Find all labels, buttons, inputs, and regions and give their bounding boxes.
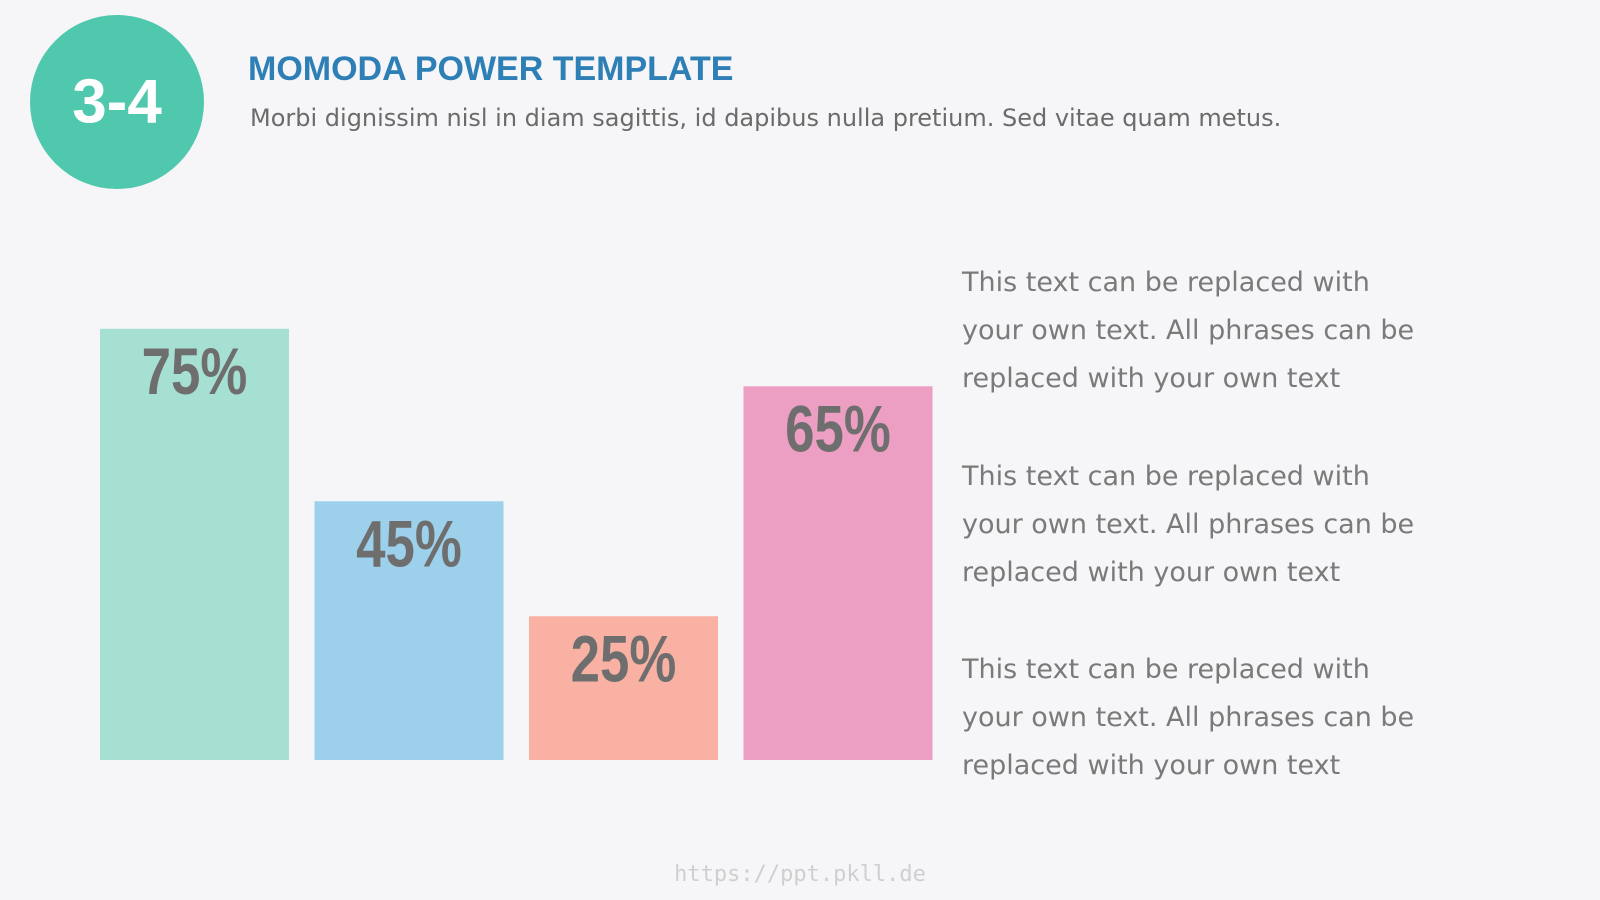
paragraph: This text can be replaced with your own …: [962, 461, 1415, 588]
title: MOMODA POWER TEMPLATE: [248, 50, 734, 88]
value-label: 25%: [571, 622, 677, 696]
badge-circle: [30, 15, 204, 189]
bar: [743, 386, 933, 760]
paragraph: This text can be replaced with your own …: [962, 267, 1415, 394]
subtitle: Morbi dignissim nisl in diam sagittis, i…: [250, 104, 1282, 132]
bar: [529, 616, 718, 760]
value-label: 75%: [142, 335, 248, 409]
value-label: 45%: [356, 507, 462, 581]
value-label: 65%: [785, 392, 891, 466]
bar: [314, 501, 504, 760]
paragraph: This text can be replaced with your own …: [962, 654, 1415, 781]
badge: 3-4: [72, 67, 162, 136]
bar: [100, 328, 289, 760]
watermark: https://ppt.pkll.de: [674, 862, 926, 887]
